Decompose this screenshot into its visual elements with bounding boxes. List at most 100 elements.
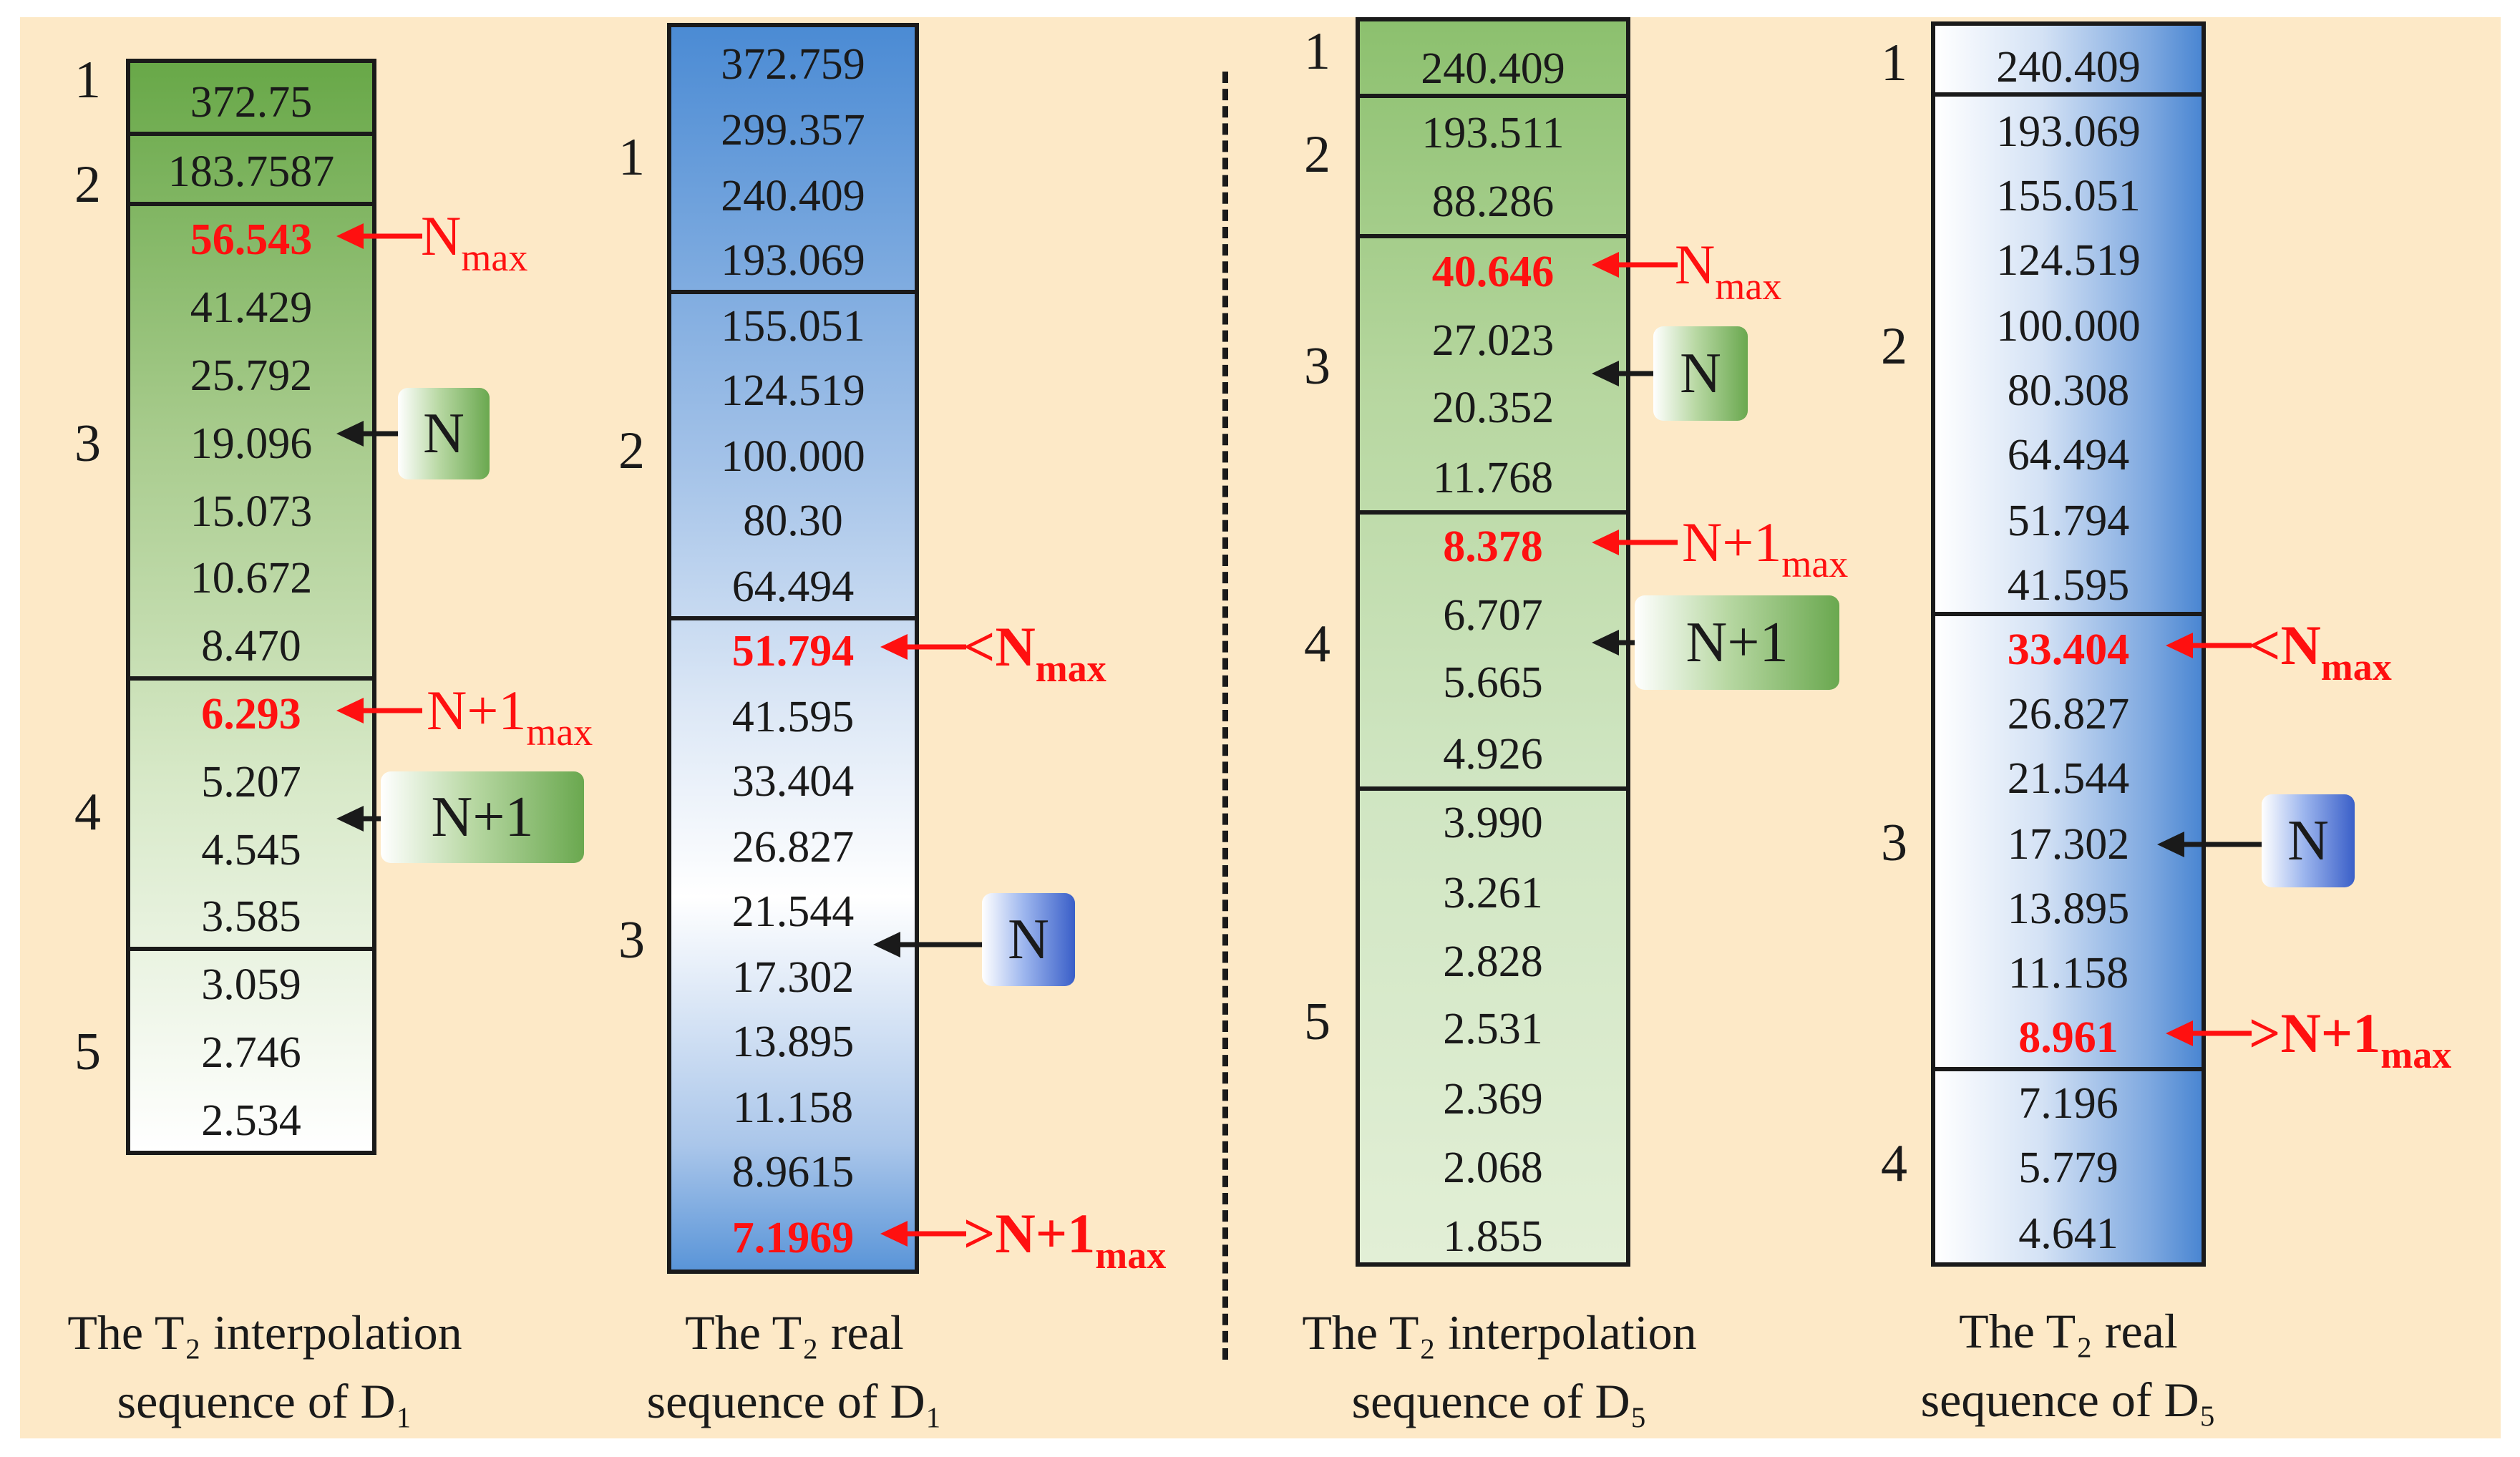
n-box: N bbox=[2262, 794, 2355, 887]
group-divider bbox=[671, 290, 915, 294]
value-cell: 4.926 bbox=[1443, 730, 1543, 779]
d1-real-column: 372.759 299.357 240.409 193.069 155.051 … bbox=[667, 23, 919, 1274]
n-box: N bbox=[982, 893, 1075, 986]
caption-line-1: The T₂ real bbox=[685, 1305, 904, 1360]
value-cell: 193.069 bbox=[1996, 107, 2141, 156]
gt-n-plus-1-max-label: >N+1max bbox=[2249, 1002, 2452, 1076]
value-cell: 2.746 bbox=[201, 1028, 301, 1077]
value-cell: 155.051 bbox=[1996, 172, 2141, 220]
value-cell: 1.855 bbox=[1443, 1212, 1543, 1261]
value-cell: 372.759 bbox=[721, 40, 865, 89]
value-cell: 240.409 bbox=[1996, 43, 2141, 92]
value-cell: 2.828 bbox=[1443, 937, 1543, 986]
caption-line-1: The T₂ interpolation bbox=[1302, 1305, 1697, 1360]
group-divider bbox=[1360, 94, 1626, 98]
group-number: 1 bbox=[74, 51, 101, 109]
n-max-label: Nmax bbox=[1675, 233, 1782, 308]
value-cell: 20.352 bbox=[1431, 384, 1555, 432]
value-cell: 3.990 bbox=[1443, 799, 1543, 847]
value-cell: 240.409 bbox=[1421, 44, 1565, 93]
value-cell: 51.794 bbox=[2007, 497, 2130, 545]
group-number: 5 bbox=[74, 1023, 101, 1081]
group-number: 1 bbox=[1881, 34, 1907, 92]
value-cell: 5.207 bbox=[201, 758, 301, 807]
group-divider bbox=[1935, 612, 2202, 616]
value-cell-highlight: 51.794 bbox=[731, 627, 855, 676]
value-cell: 183.7587 bbox=[167, 147, 335, 196]
value-cell: 6.707 bbox=[1443, 591, 1543, 640]
group-divider bbox=[130, 132, 372, 136]
red-arrow-icon bbox=[2166, 633, 2252, 658]
group-divider bbox=[1360, 234, 1626, 238]
red-arrow-icon bbox=[880, 1221, 966, 1247]
value-cell: 4.641 bbox=[2018, 1209, 2118, 1258]
d5-interp-column: 240.409 193.511 88.286 40.646 27.023 20.… bbox=[1356, 17, 1630, 1267]
red-arrow-icon bbox=[1592, 530, 1678, 555]
value-cell: 193.511 bbox=[1421, 109, 1565, 157]
caption-d1-interp: The T₂ interpolation sequence of D₁ bbox=[14, 1298, 515, 1436]
value-cell-highlight: 6.293 bbox=[201, 690, 301, 739]
lt-n-max-label: <Nmax bbox=[963, 615, 1106, 690]
value-cell: 11.158 bbox=[732, 1083, 854, 1132]
value-cell: 41.429 bbox=[190, 283, 313, 332]
value-cell: 3.059 bbox=[201, 960, 301, 1009]
group-number: 3 bbox=[1881, 814, 1907, 872]
n-plus-1-max-label: N+1max bbox=[427, 679, 593, 754]
value-cell: 17.302 bbox=[731, 953, 855, 1002]
value-cell: 2.369 bbox=[1443, 1075, 1543, 1124]
group-divider bbox=[1935, 1067, 2202, 1071]
value-cell: 8.470 bbox=[201, 622, 301, 671]
caption-d5-real: The T₂ real sequence of D₅ bbox=[1839, 1297, 2297, 1434]
caption-d1-real: The T₂ real sequence of D₁ bbox=[565, 1298, 1023, 1436]
value-cell: 13.895 bbox=[731, 1018, 855, 1066]
lt-n-max-label: <Nmax bbox=[2249, 614, 2392, 688]
value-cell: 372.75 bbox=[190, 78, 313, 127]
red-arrow-icon bbox=[336, 698, 422, 723]
gt-n-plus-1-max-label: >N+1max bbox=[963, 1202, 1167, 1277]
caption-d5-interp: The T₂ interpolation sequence of D₅ bbox=[1249, 1298, 1750, 1436]
group-divider bbox=[130, 676, 372, 681]
value-cell: 21.544 bbox=[731, 887, 855, 936]
value-cell: 155.051 bbox=[721, 302, 865, 351]
group-divider bbox=[1360, 786, 1626, 791]
value-cell: 13.895 bbox=[2007, 885, 2130, 933]
value-cell: 41.595 bbox=[731, 693, 855, 741]
value-cell-highlight: 40.646 bbox=[1431, 248, 1555, 296]
n-plus-1-box: N+1 bbox=[381, 771, 584, 863]
value-cell: 17.302 bbox=[2007, 820, 2130, 869]
d5-real-column: 240.409 193.069 155.051 124.519 100.000 … bbox=[1931, 21, 2206, 1267]
n-box: N bbox=[398, 388, 490, 479]
n-plus-1-max-label: N+1max bbox=[1682, 511, 1849, 585]
value-cell: 33.404 bbox=[731, 757, 855, 806]
value-cell: 80.308 bbox=[2007, 366, 2130, 415]
value-cell: 100.000 bbox=[721, 432, 865, 481]
group-number: 3 bbox=[74, 414, 101, 473]
value-cell-highlight: 33.404 bbox=[2007, 625, 2130, 674]
value-cell: 3.585 bbox=[201, 892, 301, 941]
value-cell: 26.827 bbox=[731, 823, 855, 872]
group-divider bbox=[1360, 510, 1626, 515]
group-number: 2 bbox=[1881, 317, 1907, 376]
value-cell: 25.792 bbox=[190, 351, 313, 400]
value-cell-highlight: 8.961 bbox=[2018, 1013, 2118, 1062]
caption-line-1: The T₂ interpolation bbox=[67, 1305, 462, 1360]
caption-line-2: sequence of D₅ bbox=[1920, 1373, 2217, 1427]
group-number: 4 bbox=[74, 783, 101, 842]
group-number: 4 bbox=[1881, 1134, 1907, 1193]
dashed-divider bbox=[1222, 72, 1228, 1360]
caption-line-1: The T₂ real bbox=[1959, 1304, 2178, 1358]
value-cell-highlight: 56.543 bbox=[190, 215, 313, 264]
n-box: N bbox=[1653, 326, 1748, 421]
value-cell: 8.9615 bbox=[731, 1148, 855, 1197]
group-divider bbox=[130, 202, 372, 206]
red-arrow-icon bbox=[1592, 252, 1678, 278]
value-cell: 4.545 bbox=[201, 826, 301, 874]
value-cell: 240.409 bbox=[721, 172, 865, 220]
value-cell: 15.073 bbox=[190, 487, 313, 536]
d1-interp-column: 372.75 183.7587 56.543 41.429 25.792 19.… bbox=[126, 59, 376, 1155]
red-arrow-icon bbox=[2166, 1020, 2252, 1046]
value-cell: 2.531 bbox=[1443, 1005, 1543, 1053]
red-arrow-icon bbox=[880, 634, 966, 660]
value-cell: 10.672 bbox=[190, 554, 313, 603]
value-cell: 3.261 bbox=[1443, 869, 1543, 917]
